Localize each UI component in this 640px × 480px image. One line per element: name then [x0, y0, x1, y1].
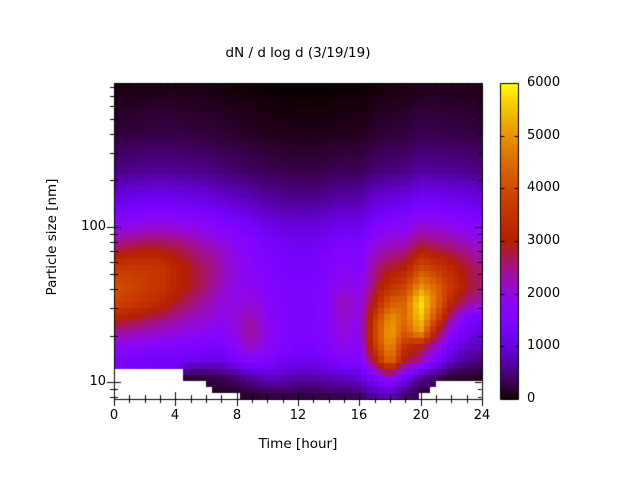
x-tick-label: 20 [412, 408, 430, 423]
y-tick-label: 100 [81, 219, 106, 234]
x-tick-label: 24 [473, 408, 491, 423]
x-tick-label: 8 [232, 408, 242, 423]
x-tick-label: 16 [350, 408, 368, 423]
colorbar-tick-label: 1000 [527, 337, 561, 353]
colorbar-tick-label: 5000 [527, 127, 561, 143]
x-axis-label: Time [hour] [258, 436, 338, 452]
colorbar-tick-label: 6000 [527, 74, 561, 90]
colorbar-tick-label: 2000 [527, 285, 561, 301]
x-tick-label: 0 [109, 408, 119, 423]
colorbar-tick-label: 4000 [527, 179, 561, 195]
colorbar-tick-label: 3000 [527, 232, 561, 248]
y-axis-label: Particle size [nm] [44, 178, 60, 296]
x-tick-label: 4 [170, 408, 180, 423]
x-tick-label: 12 [289, 408, 307, 423]
y-tick-label: 10 [89, 374, 106, 389]
colorbar-tick-label: 0 [527, 390, 536, 406]
plot-title: dN / d log d (3/19/19) [225, 45, 371, 61]
